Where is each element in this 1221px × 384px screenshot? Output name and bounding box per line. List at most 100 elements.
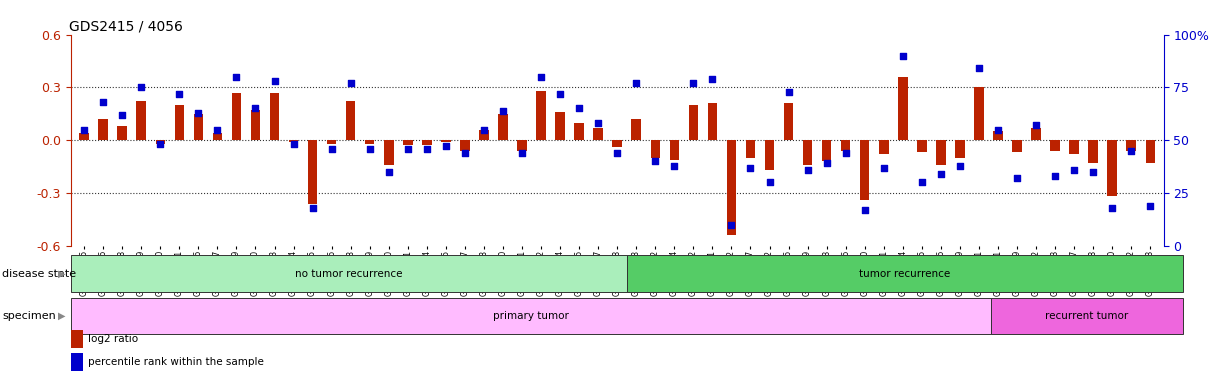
Bar (746, 140, 756, 158)
Point (283, 141, 303, 147)
Point (322, 146, 342, 152)
Bar (327, 140, 337, 144)
Point (1065, 167, 1084, 173)
Point (664, 162, 684, 169)
Text: disease state: disease state (2, 269, 77, 279)
Point (551, 91, 570, 97)
Bar (1032, 128, 1040, 140)
Bar (137, 101, 147, 140)
Point (855, 207, 874, 213)
Bar (518, 140, 526, 151)
Bar (1012, 140, 1022, 152)
Point (455, 150, 475, 156)
Bar (860, 140, 869, 200)
Point (1007, 175, 1027, 181)
Point (208, 127, 227, 133)
Point (759, 179, 779, 185)
Point (170, 91, 189, 97)
Bar (117, 126, 127, 140)
Bar (289, 140, 298, 142)
Point (722, 222, 741, 228)
Bar (1070, 140, 1079, 154)
Point (608, 150, 628, 156)
Bar (574, 122, 584, 140)
Bar (422, 140, 431, 146)
Bar (232, 93, 242, 140)
Bar (917, 140, 927, 152)
Bar (991, 298, 1183, 334)
Bar (651, 140, 661, 158)
Bar (250, 110, 260, 140)
Bar (669, 140, 679, 159)
Text: ▶: ▶ (59, 269, 66, 279)
Point (932, 171, 951, 177)
Point (379, 169, 398, 175)
Point (1027, 122, 1046, 129)
Bar (194, 114, 203, 140)
Bar (346, 101, 355, 140)
Bar (803, 140, 812, 165)
Point (150, 141, 170, 147)
Bar (212, 133, 222, 140)
Bar (955, 140, 965, 158)
Point (893, 53, 912, 59)
Bar (79, 133, 89, 140)
Bar (536, 91, 546, 140)
Bar (784, 103, 794, 140)
Text: primary tumor: primary tumor (493, 311, 569, 321)
Bar (993, 131, 1002, 140)
Point (436, 144, 455, 150)
Bar (175, 105, 184, 140)
Text: ▶: ▶ (59, 311, 66, 321)
Point (589, 120, 608, 126)
Bar (764, 140, 774, 170)
Bar (71, 255, 626, 292)
Point (94, 99, 114, 105)
Point (112, 112, 132, 118)
Point (646, 158, 665, 164)
Bar (1107, 140, 1117, 197)
Bar (441, 140, 451, 142)
Point (797, 167, 817, 173)
Text: recurrent tumor: recurrent tumor (1045, 311, 1128, 321)
Text: GDS2415 / 4056: GDS2415 / 4056 (68, 20, 182, 33)
Bar (498, 114, 508, 140)
Point (1083, 169, 1103, 175)
Point (1140, 203, 1160, 209)
Bar (155, 140, 165, 144)
Bar (1050, 140, 1060, 151)
Bar (556, 112, 565, 140)
Bar (1145, 140, 1155, 163)
Point (779, 89, 799, 95)
Text: no tumor recurrence: no tumor recurrence (295, 268, 403, 279)
Point (702, 76, 722, 82)
Bar (879, 140, 889, 154)
Bar (708, 103, 717, 140)
Bar (974, 88, 984, 140)
Bar (626, 255, 1183, 292)
Point (418, 146, 437, 152)
Point (874, 165, 894, 171)
Bar (937, 140, 945, 165)
Point (531, 74, 551, 80)
Point (74, 127, 94, 133)
Point (950, 162, 969, 169)
Bar (460, 140, 470, 151)
Point (912, 179, 932, 185)
Bar (689, 105, 698, 140)
Point (836, 150, 856, 156)
Bar (71, 298, 991, 334)
Bar (631, 119, 641, 140)
Bar (726, 140, 736, 235)
Bar (365, 140, 375, 144)
Bar (308, 140, 317, 204)
Point (303, 205, 322, 211)
Point (227, 74, 247, 80)
Point (245, 106, 265, 112)
Point (1045, 173, 1065, 179)
Text: tumor recurrence: tumor recurrence (860, 268, 950, 279)
Bar (1127, 140, 1136, 151)
Text: log2 ratio: log2 ratio (88, 334, 138, 344)
Bar (841, 140, 851, 151)
Bar (1088, 140, 1098, 163)
